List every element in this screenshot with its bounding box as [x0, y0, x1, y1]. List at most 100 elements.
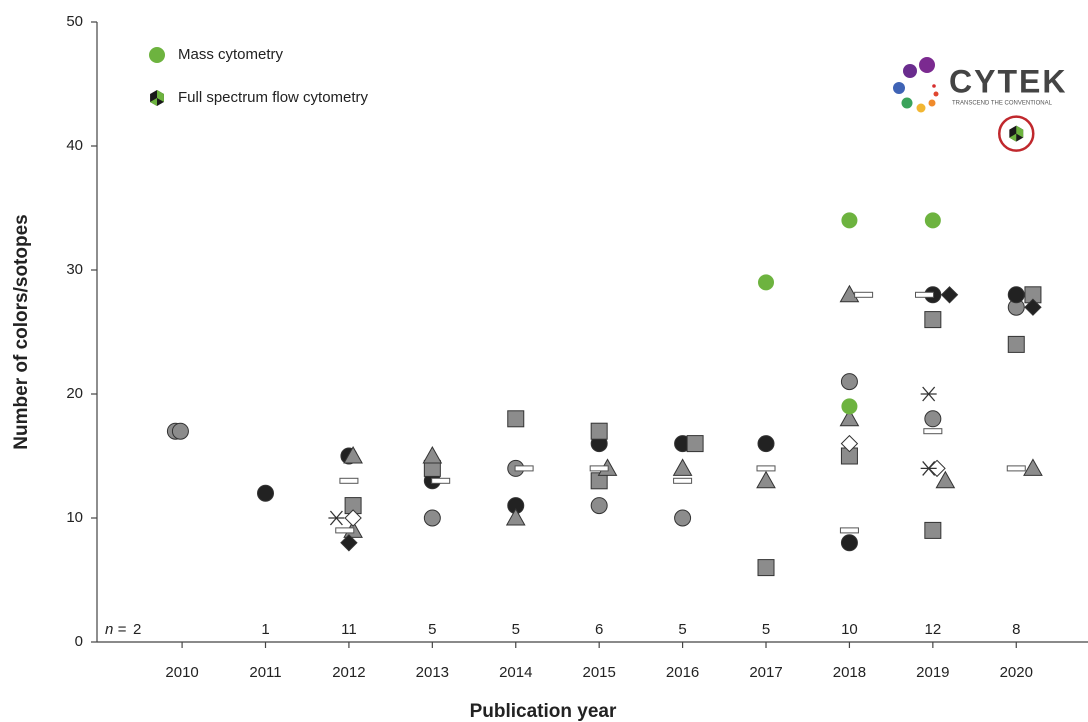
point-circle: [840, 373, 858, 391]
marker-part: [1007, 286, 1025, 304]
point-dash: [431, 477, 451, 484]
point-square: [507, 410, 525, 428]
point-square: [1007, 335, 1025, 353]
point-dash: [839, 527, 859, 534]
point-dash: [854, 291, 874, 298]
y-tick-label: 40: [66, 137, 83, 154]
logo-dot: [903, 64, 917, 78]
point-dash: [589, 465, 609, 472]
point-hexagon: [1009, 125, 1024, 142]
y-tick-label: 50: [66, 13, 83, 30]
logo-dot: [933, 91, 939, 97]
highlight-ring: [998, 115, 1035, 152]
point-triangle: [756, 470, 776, 489]
marker-part: [924, 521, 942, 539]
point-triangle: [839, 284, 860, 303]
point-diamond: [344, 509, 362, 527]
point-circle: [590, 497, 608, 515]
marker-part: [150, 98, 157, 106]
point-circle: [674, 509, 692, 527]
point-square: [924, 521, 942, 539]
point-circle: [1007, 286, 1025, 304]
logo-dot: [893, 82, 905, 94]
marker-part: [756, 470, 776, 489]
count-label: 5: [512, 621, 520, 638]
point-square: [757, 559, 775, 577]
marker-part: [672, 458, 693, 476]
marker-part: [935, 470, 956, 489]
marker-part: [673, 477, 693, 484]
marker-part: [915, 291, 935, 298]
marker-part: [344, 509, 362, 527]
x-axis-title: Publication year: [470, 701, 617, 722]
marker-part: [343, 445, 363, 464]
point-triangle: [343, 445, 363, 464]
count-label: 5: [428, 621, 436, 638]
marker-part: [841, 212, 858, 229]
point-dash: [339, 477, 359, 484]
point-diamond: [340, 534, 358, 552]
marker-part: [257, 484, 275, 502]
marker-part: [423, 509, 441, 527]
marker-part: [674, 509, 692, 527]
point-triangle: [505, 507, 526, 526]
y-tick-label: 30: [66, 261, 83, 278]
marker-part: [924, 410, 942, 428]
point-circle: [757, 435, 775, 453]
point-dash: [514, 465, 534, 472]
point-diamond: [940, 286, 959, 304]
logo-dot: [928, 99, 936, 107]
marker-part: [923, 428, 943, 435]
marker-part: [922, 386, 936, 402]
x-tick-label: 2016: [666, 664, 699, 681]
y-axis-title: Number of colors/sotopes: [11, 214, 32, 449]
logo-tagline: TRANSCEND THE CONVENTIONAL: [952, 101, 1053, 107]
marker-part: [840, 373, 858, 391]
count-label: 8: [1012, 621, 1020, 638]
marker-part: [757, 435, 775, 453]
point-circle: [758, 274, 775, 291]
marker-part: [841, 398, 858, 415]
count-label: 10: [841, 621, 858, 638]
logo-dot: [916, 103, 926, 113]
marker-part: [514, 465, 534, 472]
x-tick-label: 2017: [749, 664, 782, 681]
point-dash: [756, 465, 776, 472]
count-prefix: n =: [105, 621, 127, 638]
marker-part: [590, 497, 608, 515]
marker-part: [507, 410, 525, 428]
marker-part: [171, 422, 189, 440]
point-circle: [171, 422, 189, 440]
logo-dot: [919, 57, 935, 73]
marker-part: [329, 510, 343, 526]
point-asterisk: [328, 510, 345, 526]
point-circle: [149, 47, 165, 63]
marker-part: [157, 90, 164, 102]
point-triangle: [672, 458, 693, 476]
marker-part: [1009, 133, 1017, 142]
marker-part: [1016, 125, 1024, 138]
marker-part: [839, 284, 860, 303]
point-asterisk: [920, 460, 937, 476]
point-triangle: [839, 408, 860, 427]
marker-part: [840, 534, 858, 552]
marker-part: [839, 408, 860, 427]
y-tick-label: 20: [66, 385, 83, 402]
count-label: 1: [261, 621, 269, 638]
legend-label: Full spectrum flow cytometry: [178, 89, 369, 106]
marker-part: [1007, 335, 1025, 353]
count-label: 5: [678, 621, 686, 638]
point-dash: [915, 291, 935, 298]
x-tick-label: 2019: [916, 664, 949, 681]
point-square: [686, 435, 704, 453]
y-tick-label: 0: [75, 633, 83, 650]
x-tick-label: 2015: [582, 664, 615, 681]
marker-part: [335, 527, 355, 534]
logo-text: CYTEK: [949, 63, 1067, 99]
x-tick-label: 2020: [1000, 664, 1033, 681]
marker-part: [339, 477, 359, 484]
count-label: 11: [341, 621, 357, 638]
count-label: 2: [133, 621, 141, 638]
point-dash: [673, 477, 693, 484]
